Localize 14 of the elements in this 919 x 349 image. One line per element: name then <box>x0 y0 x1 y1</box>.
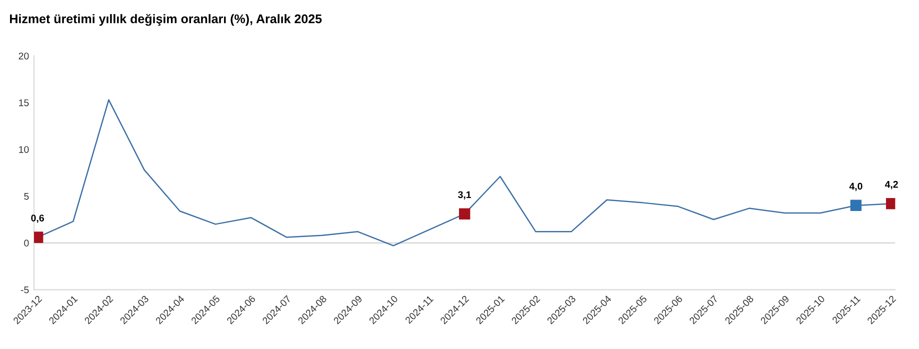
y-tick-label: 10 <box>19 146 29 153</box>
point <box>886 198 896 210</box>
data-label: 4,2 <box>884 180 898 190</box>
y-tick-label: 20 <box>18 52 29 60</box>
y-tick-label: 5 <box>24 192 29 200</box>
data-label: 3,1 <box>458 191 472 200</box>
data-label: 0,6 <box>31 214 44 223</box>
y-tick-label: 0 <box>24 240 29 247</box>
chart-title: Hizmet üretimi yıllık değişim oranları (%), Aralık 2025 <box>10 14 322 26</box>
point <box>34 232 44 243</box>
y-tick-label: -5 <box>20 286 29 294</box>
data-label: 4,0 <box>849 182 862 192</box>
point <box>459 208 470 220</box>
y-tick-label: 15 <box>19 99 29 106</box>
